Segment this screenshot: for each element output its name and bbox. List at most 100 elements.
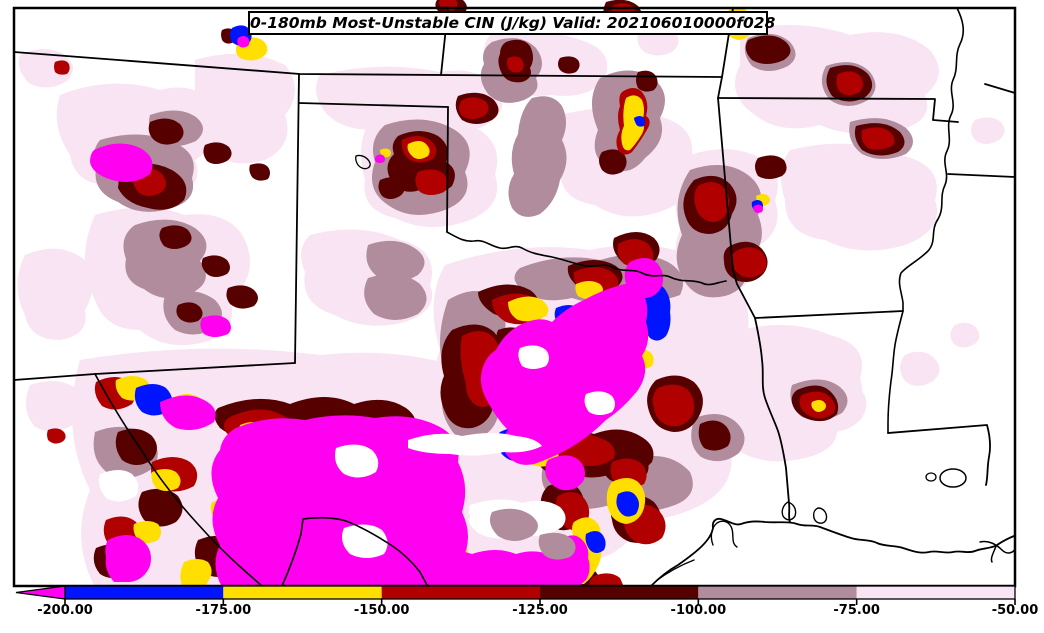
colorbar-tick-label: -150.00: [353, 603, 410, 618]
contour-region: [54, 60, 70, 75]
contour-region: [836, 71, 863, 95]
contour-region: [584, 391, 615, 415]
contour-region: [115, 428, 157, 465]
inland-reservoir: [355, 154, 371, 170]
colorbar-tick-label: -175.00: [195, 603, 252, 618]
colorbar: [15, 585, 1016, 605]
border-tx-panhandle-north: [298, 102, 449, 108]
contour-region: [538, 532, 576, 560]
title-box: 0-180mb Most-Unstable CIN (J/kg) Valid: …: [248, 11, 775, 35]
border-la-ms: [887, 424, 991, 486]
contour-region: [203, 142, 232, 164]
contour-region: [226, 285, 258, 309]
contour-region: [508, 96, 567, 217]
contour-region: [753, 204, 763, 213]
contour-region: [18, 49, 74, 88]
border-37n-co-ks: [13, 51, 723, 78]
contour-region: [201, 255, 230, 277]
contour-region: [408, 433, 542, 456]
contour-region: [192, 53, 295, 164]
contour-region: [249, 163, 270, 181]
contour-region: [342, 524, 388, 558]
contour-region: [755, 155, 787, 179]
contour-region: [408, 550, 563, 587]
contour-region: [652, 384, 695, 427]
border-tx-la: [754, 317, 791, 523]
contour-region: [634, 116, 645, 127]
contour-region: [133, 521, 161, 543]
lake-maurepas: [925, 472, 937, 482]
contour-region: [148, 118, 184, 145]
rio-grande-upper: [94, 373, 263, 587]
border-nm-east: [294, 73, 300, 364]
colorbar-underflow-arrow: [15, 585, 66, 600]
border-ok-ar: [717, 97, 756, 319]
contour-region: [507, 56, 524, 73]
contour-region: [200, 315, 231, 337]
contour-region: [17, 248, 93, 340]
red-river: [446, 231, 727, 286]
contour-region: [335, 444, 379, 478]
state-borders: [13, 7, 1016, 523]
contour-region: [47, 428, 66, 444]
contour-region: [558, 56, 580, 74]
colorbar-tick-labels: -200.00 -175.00 -150.00 -125.00 -100.00 -75.0…: [0, 603, 1044, 623]
mississippi-delta: [979, 540, 1016, 563]
contour-region: [731, 247, 767, 278]
contour-region: [237, 36, 250, 48]
colorbar-tick-label: -125.00: [512, 603, 568, 618]
contour-region: [415, 169, 448, 195]
contour-region: [698, 420, 731, 451]
contour-region: [950, 322, 980, 348]
colorbar-tick-label: -200.00: [37, 603, 93, 618]
matagorda-barrier: [655, 559, 695, 582]
contour-region: [316, 66, 503, 134]
contour-region: [459, 97, 489, 119]
contour-region: [508, 296, 549, 322]
contour-region: [616, 491, 639, 517]
contour-region: [138, 488, 183, 527]
contour-region: [180, 559, 212, 585]
border-tx-ok-west: [446, 106, 449, 233]
contour-region: [781, 143, 937, 251]
contour-region: [518, 345, 549, 369]
contour-region: [159, 225, 192, 249]
colorbar-segment: [381, 586, 540, 599]
contour-region: [599, 149, 627, 175]
contour-region: [624, 258, 664, 298]
contour-region: [407, 141, 430, 159]
contour-region: [971, 117, 1005, 144]
contour-region: [621, 95, 644, 151]
border-nm-south: [13, 362, 296, 381]
colorbar-tick-label: -100.00: [670, 603, 727, 618]
galveston-bay: [710, 520, 738, 548]
border-tn-corner: [984, 83, 1016, 94]
colorbar-segment: [65, 586, 224, 599]
colorbar-segment: [856, 586, 1015, 599]
contour-region: [25, 381, 84, 432]
cin-contour-field: [17, 0, 1005, 590]
contour-region: [585, 531, 606, 553]
contour-region: [900, 351, 940, 386]
colorbar-segment: [698, 586, 857, 599]
cin-detail-overlays: [490, 508, 576, 560]
cin-magenta-regions: [90, 36, 763, 587]
contour-region: [861, 127, 895, 150]
contour-region: [640, 284, 671, 341]
contour-region: [545, 455, 585, 491]
contour-region: [636, 70, 658, 92]
contour-region: [105, 535, 151, 582]
contour-region: [176, 302, 203, 323]
contour-region: [378, 177, 405, 199]
contour-region: [811, 400, 826, 412]
border-ar-la: [754, 310, 904, 319]
contour-region: [366, 240, 425, 282]
lake-pontchartrain: [939, 468, 967, 488]
contour-region: [694, 182, 730, 222]
colorbar-tick-label: -50.00: [991, 603, 1039, 618]
gulf-coastline: [650, 517, 1015, 587]
contour-region: [364, 274, 427, 320]
contour-region: [160, 395, 216, 430]
